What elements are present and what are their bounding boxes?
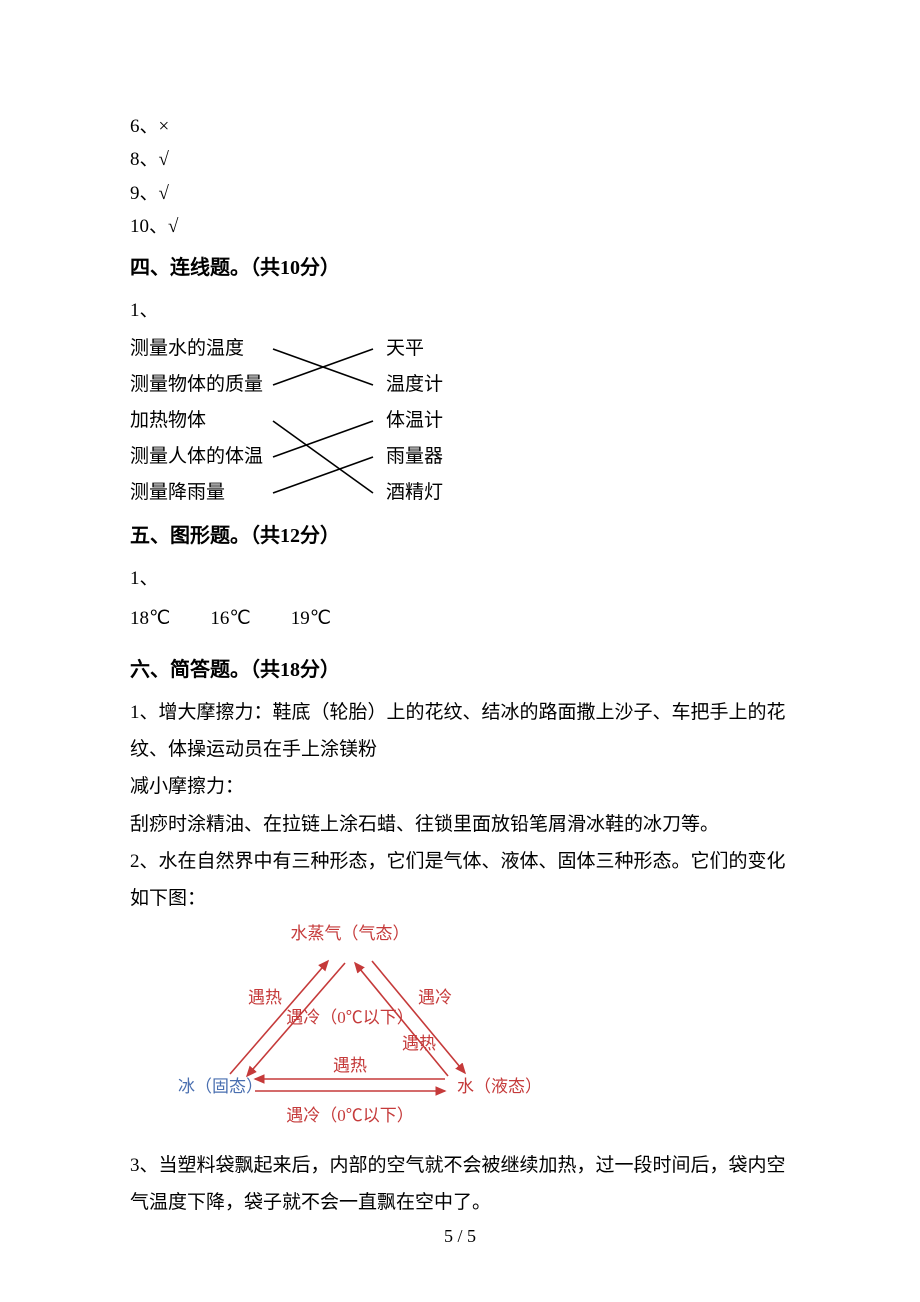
tf-item: 9、 √ bbox=[130, 177, 790, 210]
section4-heading: 四、连线题。（共10分） bbox=[130, 251, 790, 286]
tf-item: 6、 × bbox=[130, 110, 790, 143]
match-right-item: 体温计 bbox=[386, 403, 443, 439]
answer1-line: 减小摩擦力： bbox=[130, 770, 790, 803]
answer1-line: 纹、体操运动员在手上涂镁粉 bbox=[130, 733, 790, 766]
temperature-values: 18℃ 16℃ 19℃ bbox=[130, 602, 790, 635]
tf-item: 10、 √ bbox=[130, 210, 790, 243]
answer2-line: 2、水在自然界中有三种形态，它们是气体、液体、固体三种形态。它们的变化 bbox=[130, 845, 790, 878]
matching-block: 测量水的温度 测量物体的质量 加热物体 测量人体的体温 测量降雨量 天平 温度计… bbox=[130, 331, 790, 511]
document-page: 6、 × 8、 √ 9、 √ 10、 √ 四、连线题。（共10分） 1、 测量水… bbox=[0, 0, 920, 1302]
edge-label: 遇冷（0℃以下） bbox=[286, 1106, 414, 1125]
water-states-diagram: 水蒸气（气态） 冰（固态） 水（液态） 遇热 遇冷 遇冷（0℃以下） 遇热 遇热… bbox=[170, 921, 790, 1142]
temp-value: 16℃ bbox=[210, 602, 250, 635]
edge-label: 遇热 bbox=[248, 988, 282, 1007]
match-right-item: 雨量器 bbox=[386, 439, 443, 475]
temp-value: 19℃ bbox=[291, 602, 331, 635]
tf-answers-block: 6、 × 8、 √ 9、 √ 10、 √ bbox=[130, 110, 790, 243]
match-left-col: 测量水的温度 测量物体的质量 加热物体 测量人体的体温 测量降雨量 bbox=[130, 331, 263, 511]
answer3-line: 气温度下降，袋子就不会一直飘在空中了。 bbox=[130, 1186, 790, 1219]
tf-num: 6、 bbox=[130, 110, 159, 143]
match-right-item: 酒精灯 bbox=[386, 475, 443, 511]
section6-heading: 六、简答题。（共18分） bbox=[130, 653, 790, 688]
tf-num: 8、 bbox=[130, 143, 159, 176]
tf-num: 10、 bbox=[130, 210, 168, 243]
edge-label: 遇热 bbox=[333, 1056, 367, 1075]
answer1-line: 1、增大摩擦力：鞋底（轮胎）上的花纹、结冰的路面撒上沙子、车把手上的花 bbox=[130, 696, 790, 729]
vertex-right: 水（液态） bbox=[457, 1077, 530, 1096]
match-right-item: 温度计 bbox=[386, 367, 443, 403]
match-left-item: 测量水的温度 bbox=[130, 331, 263, 367]
section5-qnum: 1、 bbox=[130, 562, 790, 595]
match-left-item: 测量物体的质量 bbox=[130, 367, 263, 403]
answer2-line: 如下图： bbox=[130, 882, 790, 915]
page-number: 5 / 5 bbox=[0, 1221, 920, 1253]
vertex-left: 冰（固态） bbox=[178, 1077, 263, 1096]
edge-label: 遇冷 bbox=[418, 988, 452, 1007]
match-lines-svg bbox=[268, 331, 378, 511]
tf-mark: √ bbox=[168, 210, 178, 243]
answer1-line: 刮痧时涂精油、在拉链上涂石蜡、往锁里面放铅笔屑滑冰鞋的冰刀等。 bbox=[130, 808, 790, 841]
match-right-col: 天平 温度计 体温计 雨量器 酒精灯 bbox=[386, 331, 443, 511]
temp-value: 18℃ bbox=[130, 602, 170, 635]
match-left-item: 测量降雨量 bbox=[130, 475, 263, 511]
match-left-item: 加热物体 bbox=[130, 403, 263, 439]
answer3-line: 3、当塑料袋飘起来后，内部的空气就不会被继续加热，过一段时间后，袋内空 bbox=[130, 1149, 790, 1182]
match-left-item: 测量人体的体温 bbox=[130, 439, 263, 475]
triangle-diagram-svg: 水蒸气（气态） 冰（固态） 水（液态） 遇热 遇冷 遇冷（0℃以下） 遇热 遇热… bbox=[170, 921, 530, 1131]
section4-qnum: 1、 bbox=[130, 294, 790, 327]
tf-num: 9、 bbox=[130, 177, 159, 210]
tf-mark: × bbox=[159, 110, 170, 143]
tf-mark: √ bbox=[159, 177, 169, 210]
vertex-top: 水蒸气（气态） bbox=[291, 924, 410, 943]
tf-item: 8、 √ bbox=[130, 143, 790, 176]
edge-label: 遇冷（0℃以下） bbox=[286, 1008, 414, 1027]
match-right-item: 天平 bbox=[386, 331, 443, 367]
section5-heading: 五、图形题。（共12分） bbox=[130, 519, 790, 554]
edge-label: 遇热 bbox=[402, 1034, 436, 1053]
tf-mark: √ bbox=[159, 143, 169, 176]
